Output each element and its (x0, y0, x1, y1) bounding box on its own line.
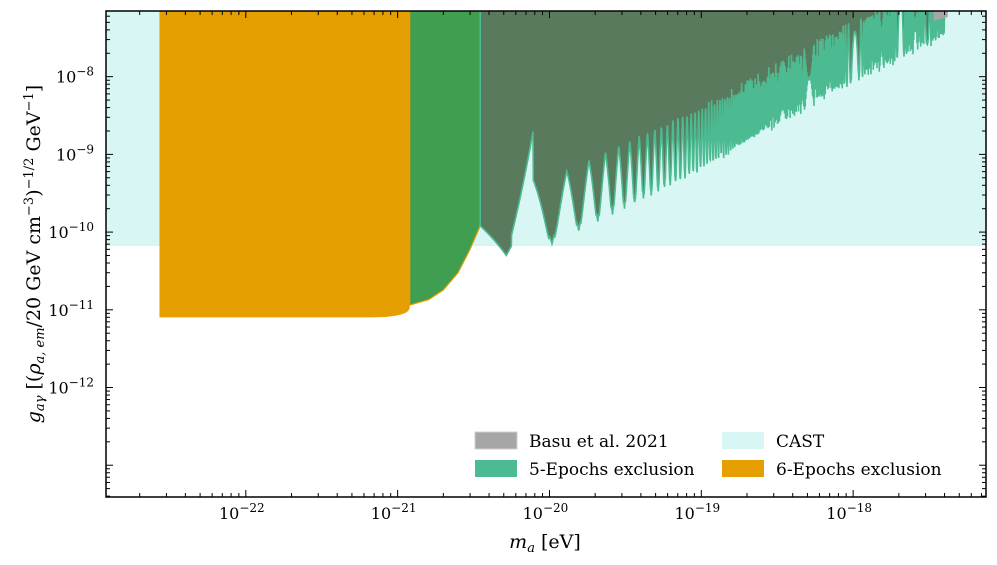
five-epochs-region (409, 11, 481, 306)
legend-swatch (475, 460, 517, 477)
legend-label: Basu et al. 2021 (529, 432, 669, 452)
y-tick-label: 10−12 (48, 376, 94, 398)
legend-label: CAST (776, 432, 825, 452)
x-tick-label: 10−20 (523, 501, 569, 523)
x-tick-label: 10−19 (674, 501, 720, 523)
six-epochs-region (159, 11, 410, 318)
x-tick-label: 10−22 (219, 501, 265, 523)
legend-label: 6-Epochs exclusion (776, 460, 942, 480)
y-tick-label: 10−11 (48, 298, 94, 320)
legend-label: 5-Epochs exclusion (529, 460, 695, 480)
legend-swatch (722, 432, 764, 449)
axes-frame (105, 10, 987, 498)
legend: Basu et al. 2021 5-Epochs exclusion CAST 6-… (474, 431, 942, 480)
x-tick-label: 10−18 (826, 501, 872, 523)
x-tick-label: 10−21 (371, 501, 417, 523)
basu-region (477, 11, 948, 257)
plot-area (106, 11, 986, 318)
legend-swatch (474, 431, 518, 450)
axis-ticks: 10−22 10−21 10−20 10−19 10−18 10−12 10−11 10−10… (48, 10, 986, 523)
y-tick-label: 10−8 (56, 65, 94, 87)
legend-swatch (722, 460, 764, 477)
y-tick-label: 10−10 (48, 220, 94, 242)
y-axis-title: gaγ [(ρa, em/20 GeV cm−3)−1/2 GeV−1] (22, 85, 48, 423)
y-tick-label: 10−9 (56, 142, 94, 164)
x-axis-title: ma [eV] (509, 531, 581, 556)
